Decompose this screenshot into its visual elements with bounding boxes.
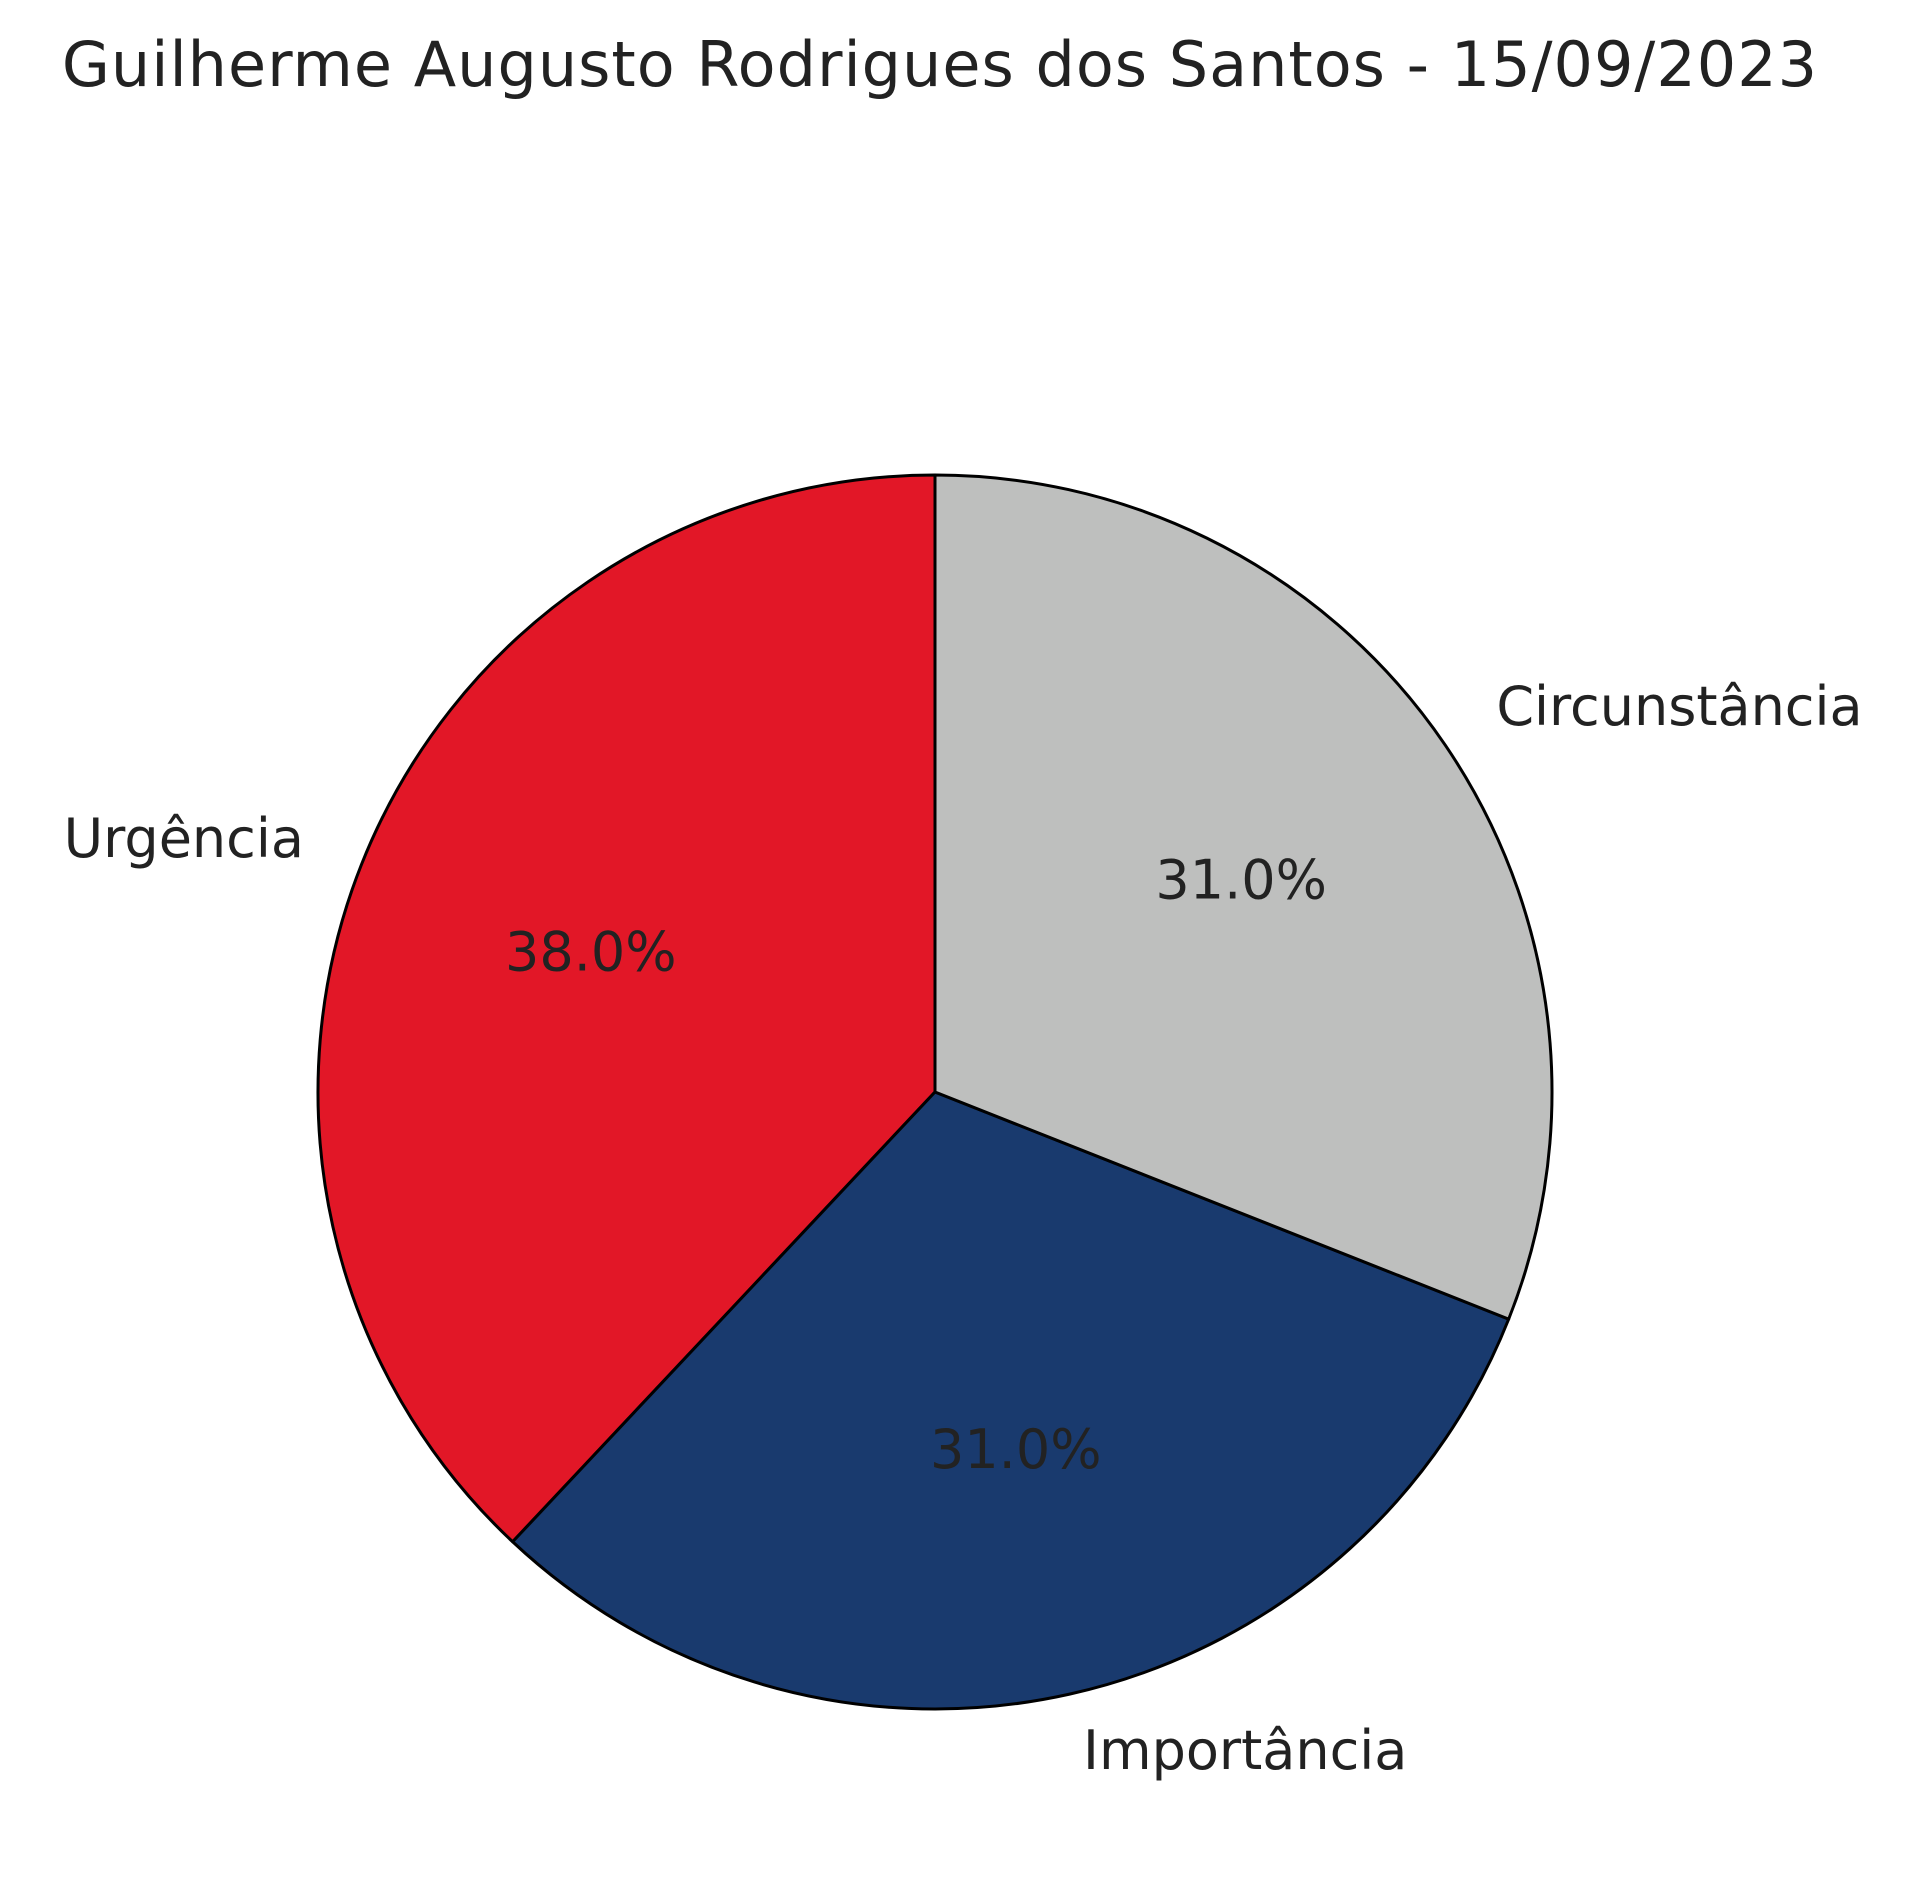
pie-slice-1 (316, 473, 937, 1544)
chart-title: Guilherme Augusto Rodrigues dos Santos -… (61, 28, 1819, 101)
slice-percent-label-2: 31.0% (930, 1418, 1102, 1481)
pie-slice-2 (511, 1090, 1511, 1711)
slice-percent-label-1: 38.0% (505, 920, 677, 983)
slice-label-3: Circunstância (1496, 675, 1862, 738)
slice-percent-label-3: 31.0% (1155, 849, 1327, 912)
slice-label-1: Urgência (64, 807, 304, 870)
slice-label-2: Importância (1083, 1719, 1407, 1782)
pie-labels: Urgência 38.0% Importância 31.0% Circunstânc… (64, 675, 1863, 1782)
pie-slices (316, 473, 1554, 1711)
pie-slice-3 (933, 473, 1554, 1321)
